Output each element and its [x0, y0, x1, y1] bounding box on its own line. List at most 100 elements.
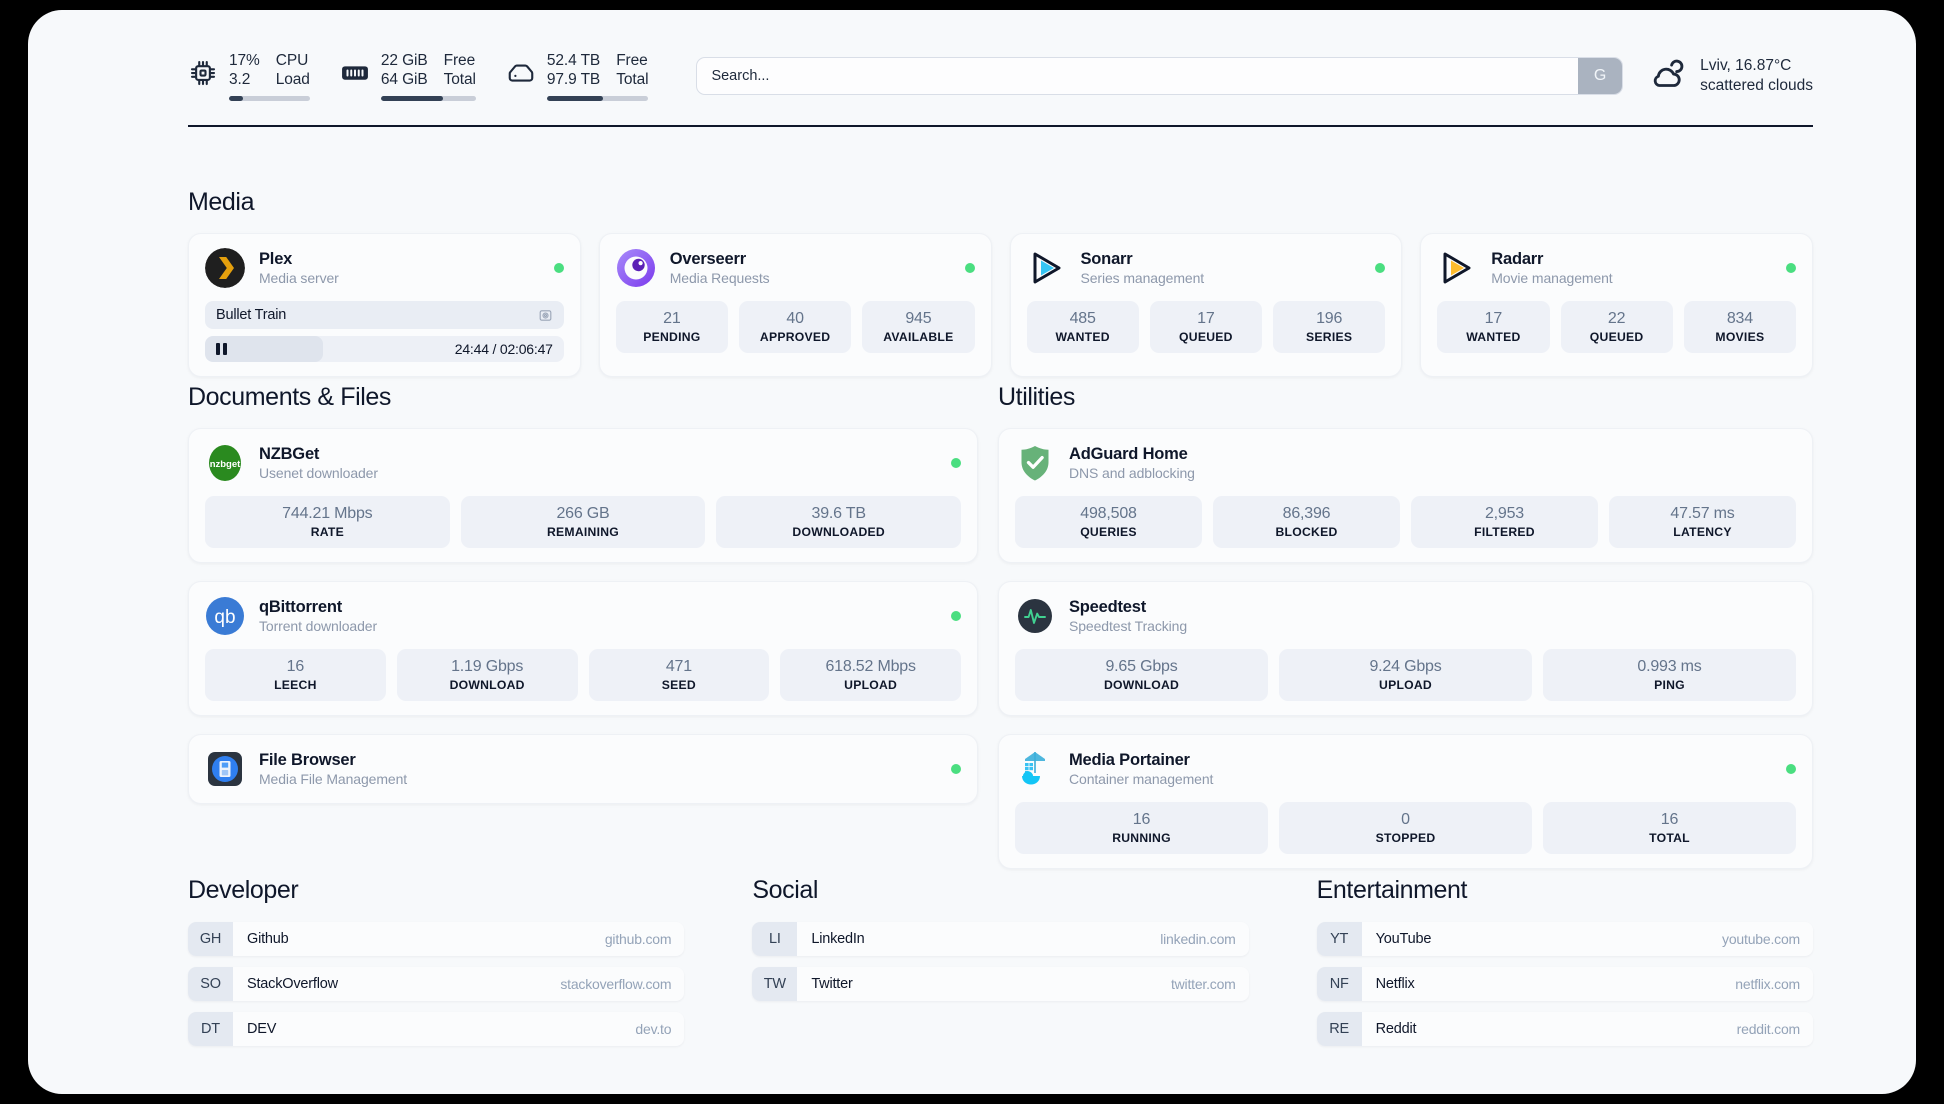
bookmark-url: netflix.com: [1735, 976, 1800, 992]
service-name: Speedtest: [1069, 598, 1147, 616]
nzbget-icon: nzbget: [205, 443, 245, 483]
system-widget-body: 17% CPU 3.2 Load: [229, 52, 310, 101]
service-meta: AdGuard Home DNS and adblocking: [1069, 445, 1796, 481]
stat-tile: 1.19 Gbps DOWNLOAD: [396, 649, 578, 701]
search-bar[interactable]: G: [696, 57, 1624, 95]
bookmark-item[interactable]: SO StackOverflow stackoverflow.com: [188, 967, 685, 1001]
bookmark-group-title: Entertainment: [1316, 876, 1468, 904]
service-card-file-browser[interactable]: File Browser Media File Management: [188, 734, 978, 804]
sonarr-icon: [1027, 248, 1067, 288]
status-indicator-online: [1786, 764, 1796, 774]
status-indicator-online: [951, 458, 961, 468]
widget-value-primary: 52.4 TB: [546, 51, 601, 69]
service-card-plex[interactable]: Plex Media server Bullet Train 24:44 / 02:0…: [188, 233, 581, 377]
now-playing-title-bar[interactable]: Bullet Train: [205, 301, 564, 329]
bookmark-group-title: Social: [752, 876, 819, 904]
system-widget-cpu: 17% CPU 3.2 Load: [188, 52, 310, 101]
widget-progress-bar: [380, 95, 476, 101]
stat-value: 1.19 Gbps: [451, 658, 524, 675]
stat-label: SEED: [661, 678, 696, 692]
service-description: DNS and adblocking: [1069, 465, 1195, 481]
system-widgets: 17% CPU 3.2 Load 22 GiB Free 64 GiB Total 52.4 T…: [188, 52, 678, 101]
widget-progress-bar: [229, 95, 310, 101]
bookmark-item[interactable]: LI LinkedIn linkedin.com: [752, 922, 1249, 956]
stat-tile: 471 SEED: [588, 649, 770, 701]
service-meta: Overseerr Media Requests: [670, 250, 951, 286]
bookmark-list: LI LinkedIn linkedin.com TW Twitter twitter.c…: [752, 922, 1249, 1001]
service-card-sonarr[interactable]: Sonarr Series management 485 WANTED 17 QUEUED…: [1009, 233, 1403, 377]
service-meta: qBittorrent Torrent downloader: [259, 598, 937, 634]
stat-tile: 2,953 FILTERED: [1411, 496, 1598, 548]
service-card-radarr[interactable]: Radarr Movie management 17 WANTED 22 QUEUED 83…: [1420, 233, 1813, 377]
bookmark-name: Github: [247, 931, 289, 947]
service-stats: 498,508 QUERIES 86,396 BLOCKED 2,953 FILTERED…: [1015, 496, 1796, 548]
service-description: Speedtest Tracking: [1069, 618, 1188, 634]
service-card-header: Sonarr Series management: [1027, 248, 1386, 288]
widget-label-secondary: Load: [275, 70, 310, 88]
search-input[interactable]: [697, 68, 1579, 84]
playback-progress-bar[interactable]: 24:44 / 02:06:47: [205, 336, 564, 362]
stat-tile: 86,396 BLOCKED: [1213, 496, 1400, 548]
bookmark-item[interactable]: NF Netflix netflix.com: [1316, 967, 1813, 1001]
stat-tile: 39.6 TB DOWNLOADED: [716, 496, 962, 548]
section-title-documents: Documents & Files: [188, 383, 391, 411]
service-stats: 16 RUNNING 0 STOPPED 16 TOTAL: [1015, 802, 1796, 854]
stat-tile: 485 WANTED: [1026, 301, 1139, 353]
service-card-header: Overseerr Media Requests: [616, 248, 975, 288]
service-card-qbittorrent[interactable]: qb qBittorrent Torrent downloader 16 LEECH 1.…: [188, 581, 978, 716]
bookmark-item[interactable]: GH Github github.com: [188, 922, 685, 956]
status-indicator-online: [553, 263, 564, 273]
bookmark-name: StackOverflow: [247, 976, 338, 992]
filebrowser-icon: [205, 749, 245, 789]
service-card-adguard-home[interactable]: AdGuard Home DNS and adblocking 498,508 QUE…: [998, 428, 1813, 563]
stat-tile: 21 PENDING: [615, 301, 728, 353]
service-card-speedtest[interactable]: Speedtest Speedtest Tracking 9.65 Gbps DOWN…: [998, 581, 1813, 716]
stat-tile: 17 QUEUED: [1149, 301, 1262, 353]
bookmarks: Developer GH Github github.com SO StackOverfl…: [188, 876, 1813, 1046]
pause-icon[interactable]: [216, 343, 227, 355]
service-stats: 17 WANTED 22 QUEUED 834 MOVIES: [1437, 301, 1796, 353]
service-card-overseerr[interactable]: Overseerr Media Requests 21 PENDING 40 APPROV…: [598, 233, 992, 377]
stat-value: 834: [1726, 310, 1753, 327]
service-card-media-portainer[interactable]: Media Portainer Container management 16 RUN…: [998, 734, 1813, 869]
bookmark-item[interactable]: YT YouTube youtube.com: [1316, 922, 1813, 956]
stat-tile: 9.65 Gbps DOWNLOAD: [1015, 649, 1268, 701]
service-meta: Sonarr Series management: [1081, 250, 1362, 286]
stat-value: 618.52 Mbps: [825, 658, 916, 675]
service-name: Sonarr: [1080, 250, 1133, 268]
stat-label: RUNNING: [1112, 831, 1171, 845]
service-card-header: qb qBittorrent Torrent downloader: [205, 596, 961, 636]
service-stats: 16 LEECH 1.19 Gbps DOWNLOAD 471 SEED 618.52 Mb…: [205, 649, 961, 701]
stat-label: FILTERED: [1474, 525, 1535, 539]
stat-value: 945: [905, 310, 932, 327]
bookmark-abbr: NF: [1316, 967, 1362, 1001]
weather-condition: scattered clouds: [1700, 77, 1813, 94]
widget-label-primary: Free: [443, 51, 476, 69]
stat-label: STOPPED: [1375, 831, 1436, 845]
bookmark-item[interactable]: TW Twitter twitter.com: [752, 967, 1249, 1001]
stat-value: 39.6 TB: [811, 505, 867, 522]
stat-value: 744.21 Mbps: [282, 505, 373, 522]
search-submit-button[interactable]: G: [1578, 58, 1623, 94]
stat-label: PING: [1654, 678, 1685, 692]
bookmark-abbr: GH: [188, 922, 233, 956]
bookmark-item[interactable]: RE Reddit reddit.com: [1316, 1012, 1813, 1046]
widget-progress-fill: [380, 95, 443, 101]
stat-label: QUERIES: [1080, 525, 1137, 539]
service-card-header: Media Portainer Container management: [1015, 749, 1796, 789]
stat-label: QUEUED: [1589, 330, 1644, 344]
service-card-header: AdGuard Home DNS and adblocking: [1015, 443, 1796, 483]
bookmark-url: dev.to: [635, 1021, 672, 1037]
stat-tile: 16 RUNNING: [1015, 802, 1268, 854]
service-description: Media Requests: [669, 270, 770, 286]
system-widget-body: 52.4 TB Free 97.9 TB Total: [546, 51, 649, 101]
stat-label: DOWNLOADED: [792, 525, 885, 539]
stat-value: 9.65 Gbps: [1105, 658, 1178, 675]
bookmark-item[interactable]: DT DEV dev.to: [188, 1012, 685, 1046]
stat-value: 498,508: [1080, 505, 1137, 522]
stat-label: PENDING: [643, 330, 701, 344]
service-card-nzbget[interactable]: nzbget NZBGet Usenet downloader 744.21 Mbps…: [188, 428, 978, 563]
radarr-icon: [1437, 248, 1477, 288]
stat-label: AVAILABLE: [883, 330, 954, 344]
service-card-header: Speedtest Speedtest Tracking: [1015, 596, 1796, 636]
